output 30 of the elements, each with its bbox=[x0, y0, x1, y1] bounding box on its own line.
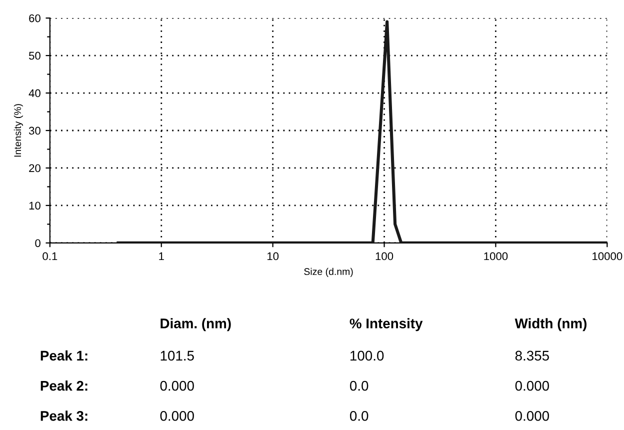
text: 0.0 bbox=[350, 380, 368, 391]
y-tick-label: 40 bbox=[28, 89, 40, 98]
x-tick-label: 10 bbox=[267, 252, 279, 260]
text: Peak 1: bbox=[40, 350, 88, 361]
text: 101.5 bbox=[160, 350, 194, 361]
x-tick-label: 10000 bbox=[592, 252, 622, 260]
text: Width (nm) bbox=[514, 318, 586, 332]
text: 0.000 bbox=[515, 380, 550, 391]
y-tick-label: 10 bbox=[29, 202, 40, 210]
y-tick-label: 60 bbox=[29, 14, 40, 22]
text: Peak 3: bbox=[40, 410, 88, 421]
y-axis-title: Intensity (%) bbox=[14, 104, 23, 157]
text: 0.000 bbox=[160, 410, 194, 421]
x-tick-label: 1 bbox=[159, 252, 164, 260]
y-tick-label: 30 bbox=[28, 126, 40, 135]
text: 100.0 bbox=[350, 350, 384, 361]
text: 8.355 bbox=[515, 350, 549, 361]
x-axis-title: Size (d.nm) bbox=[304, 268, 353, 277]
text: % Intensity bbox=[350, 318, 423, 332]
text: 0.000 bbox=[515, 410, 550, 421]
x-tick-label: 0.1 bbox=[42, 252, 58, 260]
y-tick-label: 50 bbox=[28, 52, 40, 60]
text: Peak 2: bbox=[40, 380, 88, 391]
text: 0.0 bbox=[350, 410, 368, 421]
text: 0.000 bbox=[160, 380, 194, 391]
y-tick-label: 0 bbox=[35, 239, 40, 248]
x-tick-label: 100 bbox=[376, 252, 394, 260]
x-tick-label: 1000 bbox=[484, 252, 508, 260]
text: Diam. (nm) bbox=[160, 318, 231, 332]
y-tick-label: 20 bbox=[29, 164, 40, 172]
